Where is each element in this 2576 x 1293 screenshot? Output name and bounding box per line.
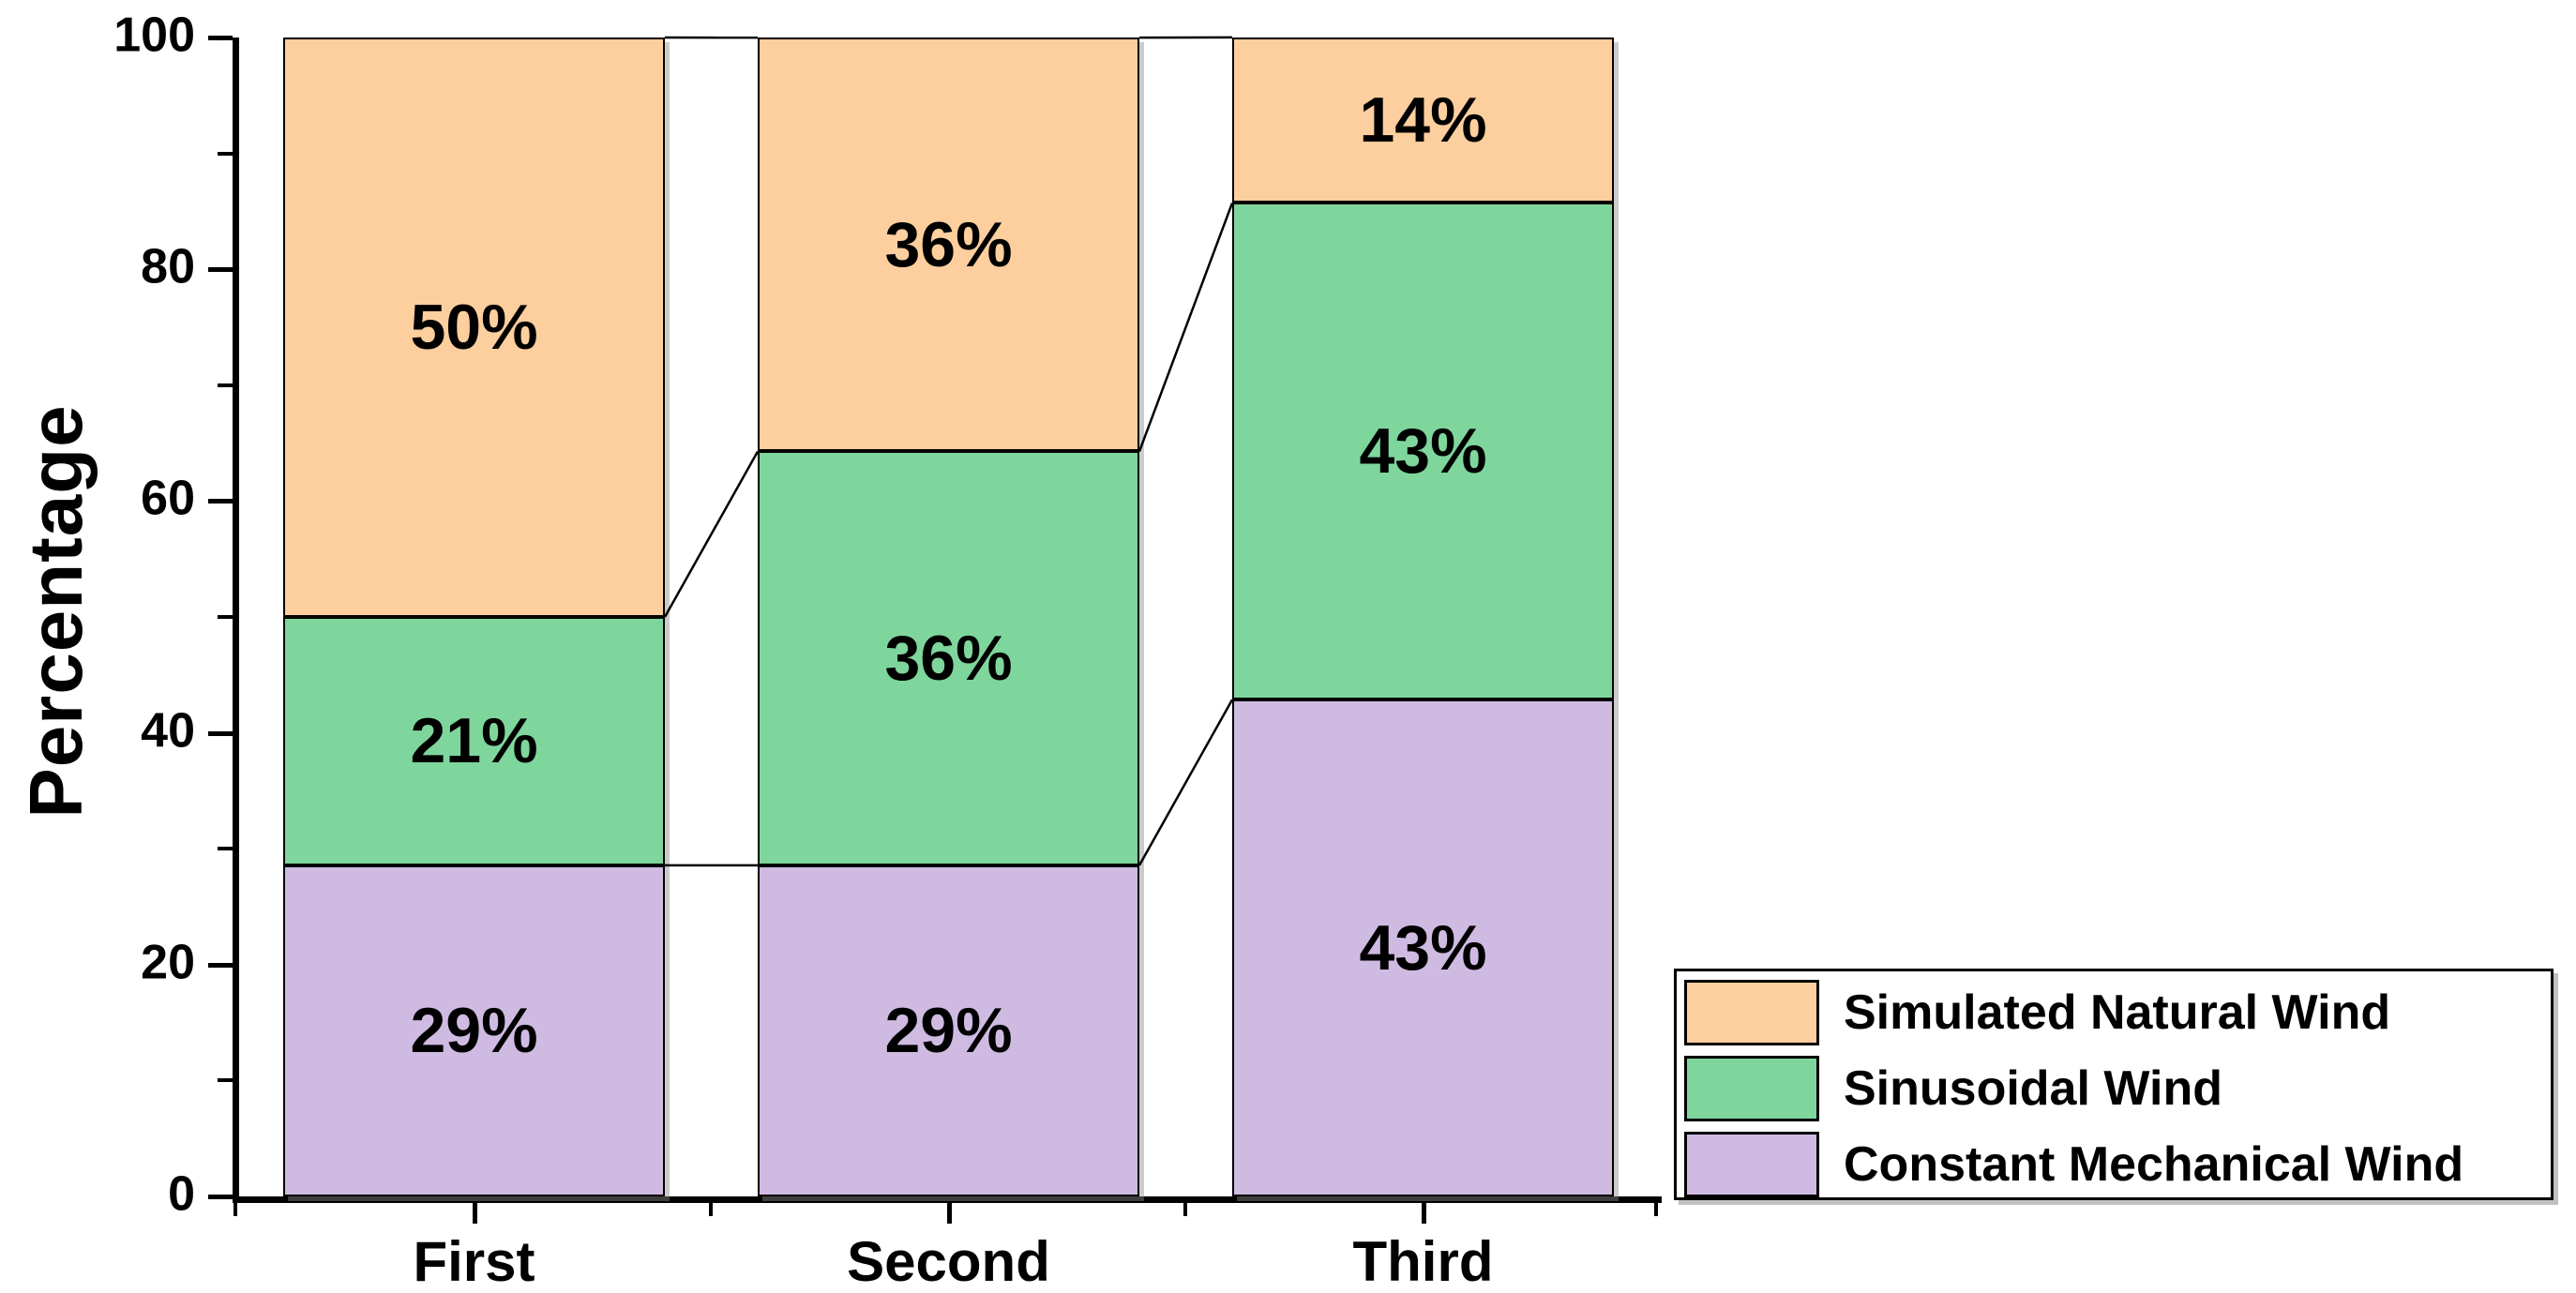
- connector-line: [1137, 203, 1234, 452]
- legend-label: Sinusoidal Wind: [1844, 1061, 2222, 1116]
- bar-segment: 14%: [1232, 37, 1614, 203]
- y-tick-label: 80: [141, 239, 195, 294]
- y-tick-label: 20: [141, 935, 195, 990]
- y-tick-label: 60: [141, 471, 195, 526]
- y-tick-minor: [218, 383, 233, 387]
- bar-second: 29% 36% 36%: [758, 38, 1139, 1196]
- legend-entry-constant-mechanical-wind: Constant Mechanical Wind: [1684, 1132, 2463, 1197]
- segment-value-label: 29%: [884, 995, 1013, 1067]
- segment-value-label: 14%: [1359, 84, 1487, 157]
- x-tick-label-second: Second: [847, 1230, 1050, 1293]
- x-tick-minor: [1183, 1203, 1187, 1216]
- legend: Simulated Natural Wind Sinusoidal Wind C…: [1674, 969, 2553, 1200]
- bar-segment: 43%: [1232, 699, 1614, 1196]
- bar-segment: 50%: [283, 38, 665, 617]
- legend-label: Simulated Natural Wind: [1844, 985, 2391, 1040]
- legend-entry-simulated-natural-wind: Simulated Natural Wind: [1684, 980, 2390, 1045]
- connector-line: [1137, 699, 1234, 866]
- y-tick-major: [208, 267, 233, 273]
- segment-value-label: 50%: [410, 292, 538, 363]
- segment-value-label: 36%: [884, 623, 1013, 695]
- x-tick-label-first: First: [413, 1230, 535, 1293]
- y-tick-major: [208, 36, 233, 40]
- x-tick-minor: [1654, 1203, 1658, 1216]
- bar-segment: 36%: [758, 38, 1139, 452]
- x-axis-line: [233, 1196, 1662, 1203]
- x-tick-major: [946, 1203, 952, 1224]
- segment-value-label: 29%: [410, 995, 538, 1067]
- x-tick-major: [472, 1203, 477, 1224]
- segment-value-label: 36%: [884, 208, 1013, 280]
- y-tick-label: 40: [141, 703, 195, 759]
- legend-entry-sinusoidal-wind: Sinusoidal Wind: [1684, 1056, 2222, 1121]
- y-tick-minor: [218, 615, 233, 619]
- bar-segment: 21%: [283, 617, 665, 865]
- x-tick-minor: [233, 1203, 237, 1216]
- y-tick-major: [208, 499, 233, 504]
- x-tick-label-third: Third: [1352, 1230, 1494, 1293]
- bar-segment: 36%: [758, 451, 1139, 865]
- bar-segment: 29%: [758, 865, 1139, 1196]
- bar-first: 29% 21% 50%: [283, 38, 665, 1196]
- legend-swatch-constant-mechanical-wind: [1684, 1132, 1819, 1197]
- y-axis-line: [233, 38, 239, 1203]
- segment-value-label: 43%: [1359, 912, 1487, 985]
- x-tick-minor: [709, 1203, 713, 1216]
- segment-value-label: 21%: [410, 705, 538, 777]
- y-tick-major: [208, 1195, 233, 1199]
- x-tick-major: [1421, 1203, 1426, 1224]
- bar-segment: 29%: [283, 865, 665, 1196]
- segment-value-label: 43%: [1359, 415, 1487, 488]
- y-tick-major: [208, 730, 233, 736]
- connector-line: [663, 450, 760, 618]
- bar-third: 43% 43% 14%: [1232, 37, 1614, 1196]
- y-tick-label: 0: [168, 1166, 195, 1222]
- y-tick-major: [208, 962, 233, 968]
- legend-swatch-sinusoidal-wind: [1684, 1056, 1819, 1121]
- legend-swatch-simulated-natural-wind: [1684, 980, 1819, 1045]
- y-tick-label: 100: [113, 8, 195, 63]
- y-tick-minor: [218, 151, 233, 156]
- bar-segment: 43%: [1232, 203, 1614, 700]
- legend-label: Constant Mechanical Wind: [1844, 1137, 2464, 1192]
- y-tick-minor: [218, 1078, 233, 1083]
- y-tick-minor: [218, 847, 233, 851]
